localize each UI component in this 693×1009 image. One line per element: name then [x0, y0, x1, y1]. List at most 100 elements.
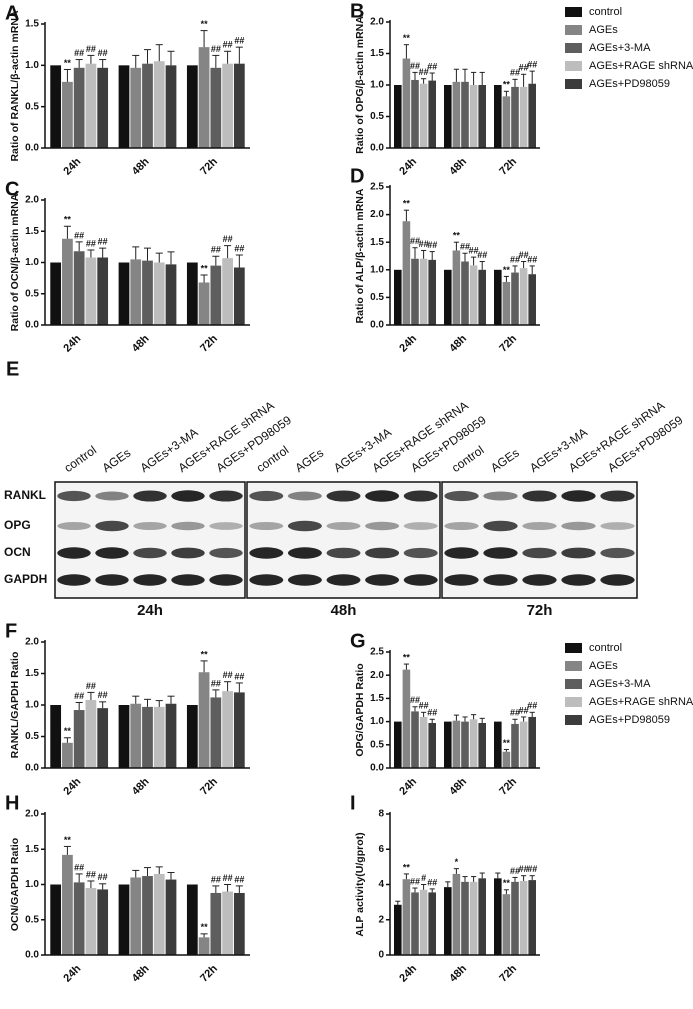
significance-label: ## [410, 61, 420, 71]
bar [97, 889, 109, 955]
bar [402, 669, 411, 768]
significance-label: ## [460, 242, 470, 252]
y-tick-label: 1.5 [25, 19, 39, 30]
significance-label: ## [519, 864, 529, 874]
bar [233, 267, 245, 325]
panel-letter: C [5, 178, 19, 200]
legend-label: AGEs+RAGE shRNA [589, 696, 693, 708]
bar [153, 706, 165, 768]
bar [222, 691, 233, 768]
bar [97, 708, 109, 768]
blot-band [365, 547, 400, 559]
significance-label: ** [403, 652, 411, 662]
bar [419, 716, 428, 768]
blot-band [444, 547, 479, 559]
blot-band [57, 521, 91, 531]
significance-label: ** [403, 862, 411, 872]
blot-band [522, 574, 557, 586]
bar [50, 884, 62, 955]
legend-label: AGEs+RAGE shRNA [589, 60, 693, 72]
y-tick-label: 2 [378, 914, 384, 925]
legend-label: AGEs [589, 660, 618, 672]
bar [142, 876, 153, 955]
bar [494, 721, 502, 768]
blot-band [171, 490, 205, 502]
bar [85, 63, 97, 148]
bar [502, 894, 511, 955]
y-tick-label: 0.0 [25, 143, 39, 154]
blot-band [209, 522, 243, 530]
x-tick-label: 72h [198, 776, 220, 798]
group-label: 24h [137, 602, 163, 619]
significance-label: ** [503, 878, 511, 888]
bar [511, 86, 519, 148]
y-axis-label: Ratio of OCN/β-actin mRNA [9, 193, 21, 331]
legend-swatch [565, 661, 582, 671]
bar [62, 238, 73, 325]
y-tick-label: 1.0 [25, 257, 39, 268]
significance-label: ## [86, 869, 96, 879]
bar [461, 881, 469, 955]
bar [402, 879, 411, 955]
significance-label: ## [234, 874, 244, 884]
legend-swatch [565, 43, 582, 53]
significance-label: ## [74, 862, 84, 872]
bar [233, 692, 245, 768]
bar [402, 221, 411, 325]
y-tick-label: 1.0 [370, 80, 384, 91]
significance-label: ## [410, 876, 420, 886]
bar [428, 80, 436, 148]
significance-label: ## [211, 44, 221, 54]
bar [402, 58, 411, 148]
blot-band [95, 574, 129, 586]
bar [452, 720, 461, 768]
bar [73, 67, 85, 148]
bar [118, 705, 130, 768]
significance-label: ## [519, 705, 529, 715]
significance-label: ## [98, 872, 108, 882]
legend-swatch [565, 697, 582, 707]
bar [222, 891, 233, 955]
significance-label: ## [427, 877, 437, 887]
blot-band [287, 547, 322, 559]
x-tick-label: 72h [198, 156, 220, 178]
y-tick-label: 0.5 [370, 292, 384, 303]
significance-label: ## [427, 61, 437, 71]
blot-band [403, 547, 438, 559]
blot-band [600, 522, 635, 530]
bar [198, 937, 210, 955]
blot-band [522, 521, 557, 531]
significance-label: ** [503, 738, 511, 748]
y-tick-label: 0.5 [25, 914, 39, 925]
y-tick-label: 1.0 [25, 879, 39, 890]
blot-band [326, 574, 361, 586]
bar [528, 880, 536, 955]
x-tick-label: 48h [130, 333, 152, 355]
panel-letter: E [6, 358, 19, 380]
bar [62, 854, 73, 955]
bar [118, 884, 130, 955]
bar [186, 65, 198, 148]
y-tick-label: 1.5 [25, 668, 39, 679]
blot-band [403, 574, 438, 586]
y-tick-label: 0.0 [25, 320, 39, 331]
significance-label: ## [86, 238, 96, 248]
blot-band [365, 574, 400, 586]
blot-band [600, 547, 635, 559]
significance-label: ## [223, 40, 233, 50]
x-tick-label: 48h [130, 156, 152, 178]
x-tick-label: 24h [397, 333, 419, 355]
significance-label: ** [201, 922, 209, 932]
y-tick-label: 0.0 [370, 143, 384, 154]
bar [478, 269, 486, 325]
panel-letter: H [5, 792, 19, 814]
significance-label: ## [527, 60, 537, 70]
bar [478, 722, 486, 768]
bar [210, 892, 222, 955]
significance-label: ** [201, 263, 209, 273]
panel-letter: I [350, 792, 356, 814]
y-tick-label: 0.5 [25, 101, 39, 112]
blot-band [522, 547, 557, 559]
blot-band [522, 490, 557, 502]
bar [186, 262, 198, 325]
